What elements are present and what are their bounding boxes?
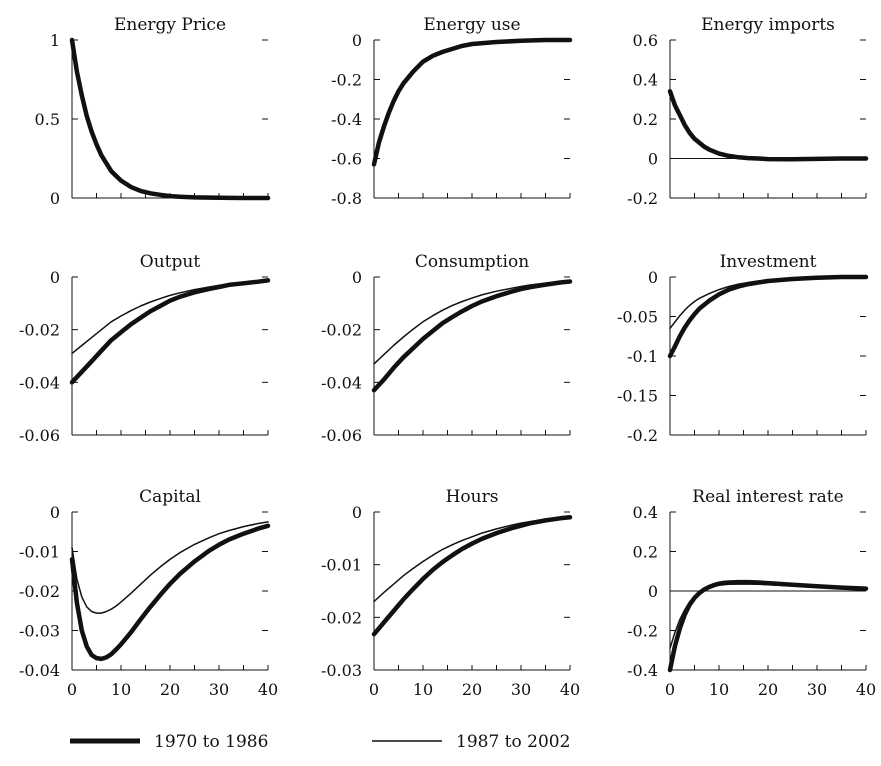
y-tick-label: 0 <box>648 582 658 601</box>
x-tick-label: 20 <box>160 680 180 699</box>
y-tick-label: -0.4 <box>331 110 362 129</box>
panel-title: Hours <box>446 487 499 507</box>
y-tick-label: -0.15 <box>617 387 658 406</box>
panel-energy-imports: Energy imports -0.2 0 0.2 0.4 0.6 <box>627 15 869 208</box>
y-tick-label: -0.04 <box>19 373 60 392</box>
y-tick-label: -0.2 <box>627 189 658 208</box>
panel-title: Capital <box>139 487 201 507</box>
panel-title: Output <box>140 252 201 272</box>
x-tick-label: 20 <box>462 680 482 699</box>
y-tick-label: -0.06 <box>19 426 60 445</box>
x-tick-label: 40 <box>856 680 876 699</box>
y-tick-label: -0.04 <box>321 373 362 392</box>
legend: 1970 to 1986 1987 to 2002 <box>70 732 570 752</box>
y-tick-label: -0.02 <box>19 582 60 601</box>
series-line-thin <box>71 279 269 355</box>
y-tick-label: 0 <box>50 189 60 208</box>
series-line-thick <box>69 278 271 385</box>
y-tick-label: -0.03 <box>19 622 60 641</box>
y-tick-label: 0.4 <box>633 71 658 90</box>
x-tick-label: 30 <box>807 680 827 699</box>
y-tick-label: -0.2 <box>627 426 658 445</box>
y-tick-label: 0 <box>50 268 60 287</box>
panel-hours: Hours -0.03 -0.02 -0.01 0 0 10 20 30 40 <box>321 487 580 699</box>
panel-title: Investment <box>720 252 817 272</box>
series-line-thick <box>69 523 271 662</box>
y-tick-label: 0.2 <box>633 543 658 562</box>
x-tick-label: 20 <box>758 680 778 699</box>
series-line-thin <box>669 276 867 330</box>
y-tick-label: 0 <box>352 268 362 287</box>
y-tick-label: 1 <box>50 31 60 50</box>
panel-title: Energy use <box>423 15 520 35</box>
y-tick-label: -0.2 <box>627 622 658 641</box>
x-tick-label: 10 <box>111 680 131 699</box>
series-line-thin <box>669 583 867 650</box>
y-tick-label: 0 <box>352 503 362 522</box>
x-tick-label: 40 <box>258 680 278 699</box>
y-tick-label: -0.03 <box>321 661 362 680</box>
y-tick-label: 0 <box>648 150 658 169</box>
y-tick-label: -0.05 <box>617 308 658 327</box>
y-tick-label: -0.2 <box>331 71 362 90</box>
series-line-thin <box>373 280 571 365</box>
legend-label-1970-1986: 1970 to 1986 <box>154 732 268 752</box>
panel-output: Output -0.06 -0.04 -0.02 0 <box>19 252 271 445</box>
panel-consumption: Consumption -0.06 -0.04 -0.02 0 <box>321 252 573 445</box>
series-line-thick <box>371 37 573 167</box>
y-tick-label: -0.02 <box>321 321 362 340</box>
panel-real-interest-rate: Real interest rate -0.4 -0.2 0 0.2 0.4 0 10 20 30… <box>627 487 876 699</box>
series-line-thick <box>371 279 573 393</box>
x-tick-label: 0 <box>369 680 379 699</box>
series-line-thick <box>667 274 869 359</box>
y-tick-label: -0.01 <box>321 556 362 575</box>
y-tick-label: 0.6 <box>633 31 658 50</box>
series-line-thin <box>71 521 269 614</box>
panel-energy-price: Energy Price 0 0.5 1 <box>35 15 271 208</box>
y-tick-label: -0.04 <box>19 661 60 680</box>
y-tick-label: -0.01 <box>19 543 60 562</box>
y-tick-label: 0.5 <box>35 110 60 129</box>
panel-title: Consumption <box>415 252 529 272</box>
y-tick-label: 0.2 <box>633 110 658 129</box>
panel-title: Energy Price <box>114 15 226 35</box>
series-line-thick <box>371 515 573 637</box>
x-tick-label: 30 <box>209 680 229 699</box>
series-line-thick <box>667 89 869 162</box>
y-tick-label: 0 <box>352 31 362 50</box>
y-tick-label: -0.02 <box>19 321 60 340</box>
series-line-thin <box>373 515 571 603</box>
x-tick-label: 10 <box>709 680 729 699</box>
x-tick-label: 40 <box>560 680 580 699</box>
y-tick-label: 0 <box>50 503 60 522</box>
series-line-thick <box>69 37 271 201</box>
y-tick-label: 0 <box>648 268 658 287</box>
y-tick-label: -0.4 <box>627 661 658 680</box>
x-tick-label: 10 <box>413 680 433 699</box>
y-tick-label: -0.6 <box>331 150 362 169</box>
y-tick-label: -0.8 <box>331 189 362 208</box>
y-tick-label: -0.1 <box>627 347 658 366</box>
series-line-thick <box>667 579 869 673</box>
y-tick-label: -0.06 <box>321 426 362 445</box>
panel-title: Real interest rate <box>692 487 843 507</box>
series-line-thin <box>71 39 269 199</box>
series-line-thin <box>669 92 867 161</box>
panel-capital: Capital -0.04 -0.03 -0.02 -0.01 0 0 10 20 30 40 <box>19 487 278 699</box>
y-tick-label: 0.4 <box>633 503 658 522</box>
panel-title: Energy imports <box>701 15 835 35</box>
series-line-thin <box>373 39 571 162</box>
y-tick-label: -0.02 <box>321 608 362 627</box>
panel-investment: Investment -0.2 -0.15 -0.1 -0.05 0 <box>617 252 869 445</box>
x-tick-label: 30 <box>511 680 531 699</box>
x-tick-label: 0 <box>67 680 77 699</box>
legend-label-1987-2002: 1987 to 2002 <box>456 732 570 752</box>
x-tick-label: 0 <box>665 680 675 699</box>
panel-energy-use: Energy use -0.8 -0.6 -0.4 -0.2 0 <box>331 15 573 208</box>
